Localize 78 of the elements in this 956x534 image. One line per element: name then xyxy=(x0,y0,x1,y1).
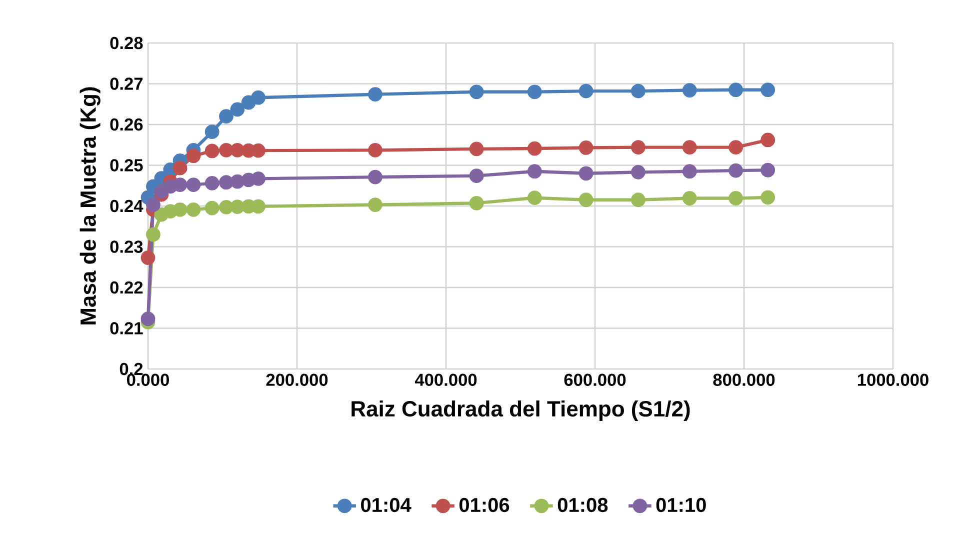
point xyxy=(728,140,744,155)
point xyxy=(251,143,266,158)
point xyxy=(172,160,188,176)
y-tick-label: 0.22 xyxy=(110,281,143,294)
x-tick-label: 400.000 xyxy=(414,374,477,386)
y-tick-label: 0.28 xyxy=(110,36,143,50)
point xyxy=(219,175,234,190)
point xyxy=(204,200,220,216)
x-tick-label: 200.000 xyxy=(266,374,328,386)
y-axis-title: Masa de la Muetra (Kg) xyxy=(80,87,100,324)
point xyxy=(368,142,382,158)
point xyxy=(230,102,245,117)
point xyxy=(230,200,245,214)
point xyxy=(251,90,266,105)
point xyxy=(230,174,245,189)
y-tick-label: 0.25 xyxy=(110,159,143,172)
point xyxy=(728,82,744,98)
point xyxy=(368,87,382,102)
point xyxy=(631,192,646,208)
point xyxy=(527,190,542,206)
y-tick-label: 0.2 xyxy=(120,362,143,376)
y-tick-label: 0.27 xyxy=(110,78,143,90)
point xyxy=(469,84,484,100)
point xyxy=(186,178,201,192)
x-tick-label: 1000.000 xyxy=(858,374,928,386)
point xyxy=(682,191,697,206)
point xyxy=(368,170,382,184)
point xyxy=(204,176,220,190)
point xyxy=(682,140,697,155)
x-axis-title: Raiz Cuadrada del Tiempo (S1/2) xyxy=(352,400,690,421)
point xyxy=(146,227,160,242)
point xyxy=(469,142,484,156)
point xyxy=(172,202,188,217)
point xyxy=(469,168,484,184)
point xyxy=(578,84,594,98)
point xyxy=(760,132,776,148)
point xyxy=(219,109,234,124)
x-tick-label: 0.000 xyxy=(127,374,169,386)
legend-label: 01:10 xyxy=(656,498,706,512)
point xyxy=(469,196,484,210)
point xyxy=(146,198,160,212)
point xyxy=(251,171,266,186)
point xyxy=(527,164,542,179)
point xyxy=(204,144,220,158)
point xyxy=(186,202,201,217)
y-tick-label: 0.23 xyxy=(110,240,143,253)
point xyxy=(631,84,646,98)
point xyxy=(251,199,266,214)
legend-label: 01:08 xyxy=(558,498,608,512)
y-tick-label: 0.26 xyxy=(110,118,143,131)
point xyxy=(219,200,234,214)
y-tick-label: 0.24 xyxy=(110,200,144,212)
y-tick-label: 0.21 xyxy=(110,322,143,334)
point xyxy=(527,141,542,156)
point xyxy=(760,162,776,178)
point xyxy=(241,95,256,110)
point xyxy=(527,84,542,100)
point xyxy=(172,178,188,192)
point xyxy=(204,124,220,140)
point xyxy=(186,148,201,164)
point xyxy=(230,142,245,158)
point xyxy=(578,192,594,208)
point xyxy=(760,190,776,205)
point xyxy=(728,191,744,206)
point xyxy=(631,164,646,180)
point xyxy=(578,140,594,155)
point xyxy=(578,166,594,181)
point xyxy=(368,198,382,212)
point xyxy=(631,140,646,155)
x-tick-label: 800.000 xyxy=(713,374,775,386)
point xyxy=(682,164,697,179)
point xyxy=(728,163,744,178)
point xyxy=(682,83,697,98)
point xyxy=(760,82,776,98)
point xyxy=(219,142,234,158)
x-tick-label: 600.000 xyxy=(564,374,626,386)
legend-label: 01:06 xyxy=(459,498,510,512)
legend-label: 01:04 xyxy=(361,498,412,512)
